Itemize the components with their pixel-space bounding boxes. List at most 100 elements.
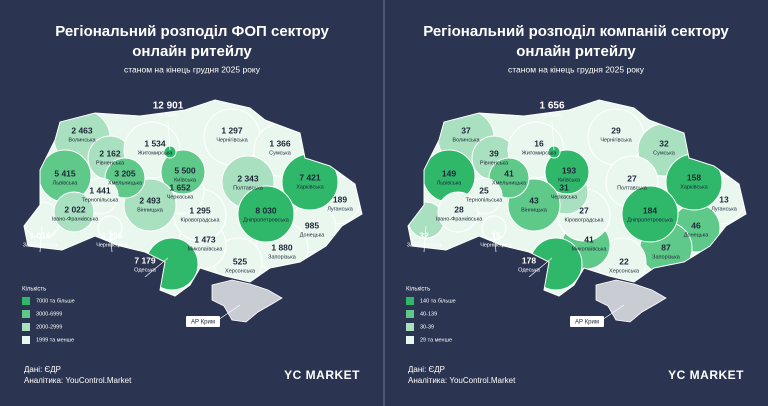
legend-label: 140 та більше	[420, 298, 456, 304]
region-value: 1 295	[189, 205, 211, 215]
region-name: Кіровоградська	[181, 217, 221, 223]
region-value: 189	[333, 194, 347, 204]
region-name: Донецька	[300, 232, 325, 238]
title: Регіональний розподіл ФОП сектору	[55, 23, 329, 40]
region-name: Київська	[174, 177, 197, 183]
legend-label: 7000 та більше	[36, 298, 75, 304]
crimea-label: АР Крим	[575, 320, 599, 326]
region-value: 13	[719, 194, 729, 204]
region-value: 41	[504, 168, 514, 178]
region-value: 16	[534, 138, 544, 148]
leader-line	[39, 225, 43, 253]
leader-line	[144, 257, 169, 278]
region-name: Рівненська	[480, 160, 509, 166]
region-value: 5 500	[174, 165, 196, 175]
leader-line	[601, 304, 625, 321]
region-name: Житомирська	[522, 150, 558, 156]
region-value: 41	[584, 234, 594, 244]
region-value: 2 162	[99, 148, 121, 158]
subtitle: станом на кінець грудня 2025 року	[508, 64, 645, 74]
crimea-label-box	[570, 316, 604, 327]
region-name: Тернопільська	[466, 197, 504, 203]
leader-line	[423, 225, 427, 253]
region-name: Луганська	[711, 206, 738, 212]
region-value: 37	[461, 125, 471, 135]
regions	[24, 108, 361, 291]
region-value: 2 022	[64, 204, 86, 214]
region-name: Кіровоградська	[565, 217, 605, 223]
region-value: 985	[305, 220, 319, 230]
region-value: 5 415	[54, 168, 76, 178]
region-name: Івано-Франківська	[52, 216, 99, 222]
region-name: Харківська	[680, 184, 708, 190]
region-name: Херсонська	[225, 268, 256, 274]
crimea-label: АР Крим	[191, 320, 215, 326]
region-name: Хмельницька	[492, 180, 527, 186]
country-border	[23, 99, 363, 297]
region-value: 1 297	[221, 125, 243, 135]
legend-title: Кількість	[406, 287, 430, 293]
region-name: м. Київ	[543, 112, 561, 118]
region-name: Чернівецька	[96, 242, 129, 248]
region-value: 1 395	[101, 230, 123, 240]
region-value: 158	[687, 172, 701, 182]
region-value: 31	[559, 182, 569, 192]
region-value: 15	[491, 230, 501, 240]
region-name: Вінницька	[521, 207, 548, 213]
region-name: Черкаська	[551, 194, 579, 200]
region-name: Рівненська	[96, 160, 125, 166]
crimea	[595, 279, 667, 323]
region-value: 7 421	[299, 172, 321, 182]
region	[437, 191, 479, 233]
leader-line	[109, 229, 113, 253]
region-value: 87	[661, 242, 671, 252]
leader-line	[217, 304, 241, 321]
region-value: 525	[233, 256, 247, 266]
country-border	[407, 99, 747, 297]
region-value: 1 016	[29, 230, 51, 240]
region-name: Одеська	[134, 267, 157, 273]
legend-swatch	[406, 297, 414, 305]
region-value: 7 179	[134, 255, 156, 265]
legend-swatch	[22, 323, 30, 331]
footer-source: Дані: ЄДР	[24, 365, 61, 374]
leader-line	[551, 121, 555, 151]
logo: YC MARKET	[668, 368, 744, 382]
region-name: Херсонська	[609, 268, 640, 274]
region	[621, 185, 679, 243]
region-value: 1 656	[539, 101, 564, 112]
region-name: Хмельницька	[108, 180, 143, 186]
crimea	[211, 279, 283, 323]
region-value: 27	[579, 205, 589, 215]
footer-analytics: Аналітика: YouControl.Market	[408, 376, 516, 385]
region-value: 1 441	[89, 185, 111, 195]
region-value: 1 652	[169, 182, 191, 192]
region-name: Вінницька	[137, 207, 164, 213]
region-name: Волинська	[68, 137, 96, 143]
leader-line	[493, 229, 497, 253]
region-name: Тернопільська	[82, 197, 120, 203]
region-value: 39	[489, 148, 499, 158]
panel: Регіональний розподіл ФОП сектору онлайн …	[22, 23, 363, 385]
region-value: 29	[611, 125, 621, 135]
region-name: Закарпатська	[23, 242, 59, 248]
region-name: Миколаївська	[572, 246, 608, 252]
legend-swatch	[406, 323, 414, 331]
region-value: 8 030	[255, 205, 277, 215]
legend-swatch	[22, 310, 30, 318]
logo: YC MARKET	[284, 368, 360, 382]
legend-label: 3000-6999	[36, 311, 62, 317]
region	[481, 215, 507, 241]
region-name: Дніпропетровська	[243, 217, 290, 223]
region-value: 12 901	[153, 101, 184, 112]
subtitle: станом на кінець грудня 2025 року	[124, 64, 261, 74]
region-value: 46	[691, 220, 701, 230]
region-value: 1 366	[269, 138, 291, 148]
region-value: 2 493	[139, 195, 161, 205]
region-name: Черкаська	[167, 194, 195, 200]
region-name: Львівська	[53, 180, 79, 186]
region-name: Чернігівська	[216, 137, 248, 143]
region-name: Луганська	[327, 206, 354, 212]
region-name: Волинська	[452, 137, 480, 143]
region	[97, 215, 123, 241]
